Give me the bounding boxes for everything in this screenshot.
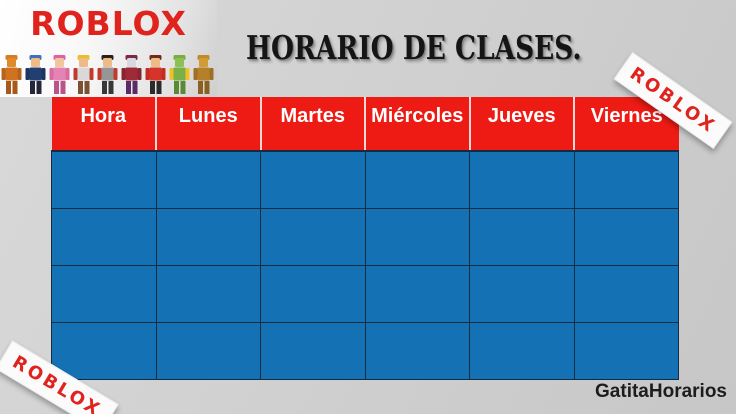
column-header-jueves: Jueves: [468, 97, 574, 152]
table-row: [51, 150, 679, 209]
watermark-credit: GatitaHorarios: [595, 381, 727, 402]
schedule-cell: [364, 207, 470, 266]
schedule-cell: [155, 264, 261, 323]
schedule-cell: [260, 321, 366, 380]
table-row: [51, 321, 679, 380]
schedule-cell: [260, 264, 366, 323]
schedule-cell: [51, 207, 157, 266]
schedule-cell: [573, 207, 679, 266]
schedule-cell: [469, 264, 575, 323]
roblox-banner: ROBLOX: [0, 0, 217, 97]
schedule-cell: [51, 150, 157, 209]
table-row: [51, 207, 679, 266]
schedule-cell: [155, 207, 261, 266]
schedule-cell: [573, 264, 679, 323]
schedule-cell: [155, 150, 261, 209]
schedule-cell: [469, 150, 575, 209]
schedule-cell: [364, 321, 470, 380]
schedule-cell: [469, 321, 575, 380]
roblox-logo-text: ROBLOX: [30, 4, 187, 43]
schedule-cell: [260, 207, 366, 266]
column-header-lunes: Lunes: [155, 97, 261, 152]
schedule-table: Hora Lunes Martes Miércoles Jueves Viern…: [51, 97, 679, 380]
schedule-cell: [51, 264, 157, 323]
schedule-cell: [573, 150, 679, 209]
schedule-cell: [364, 264, 470, 323]
roblox-characters-image: [1, 55, 214, 94]
schedule-cell: [51, 321, 157, 380]
page-title: HORARIO DE CLASES.: [246, 28, 582, 67]
table-row: [51, 264, 679, 323]
schedule-cell: [364, 150, 470, 209]
schedule-cell: [469, 207, 575, 266]
schedule-cell: [260, 150, 366, 209]
schedule-cell: [573, 321, 679, 380]
table-header-row: Hora Lunes Martes Miércoles Jueves Viern…: [51, 97, 679, 152]
column-header-miercoles: Miércoles: [364, 97, 470, 152]
column-header-martes: Martes: [259, 97, 365, 152]
column-header-hora: Hora: [51, 97, 156, 152]
schedule-cell: [155, 321, 261, 380]
